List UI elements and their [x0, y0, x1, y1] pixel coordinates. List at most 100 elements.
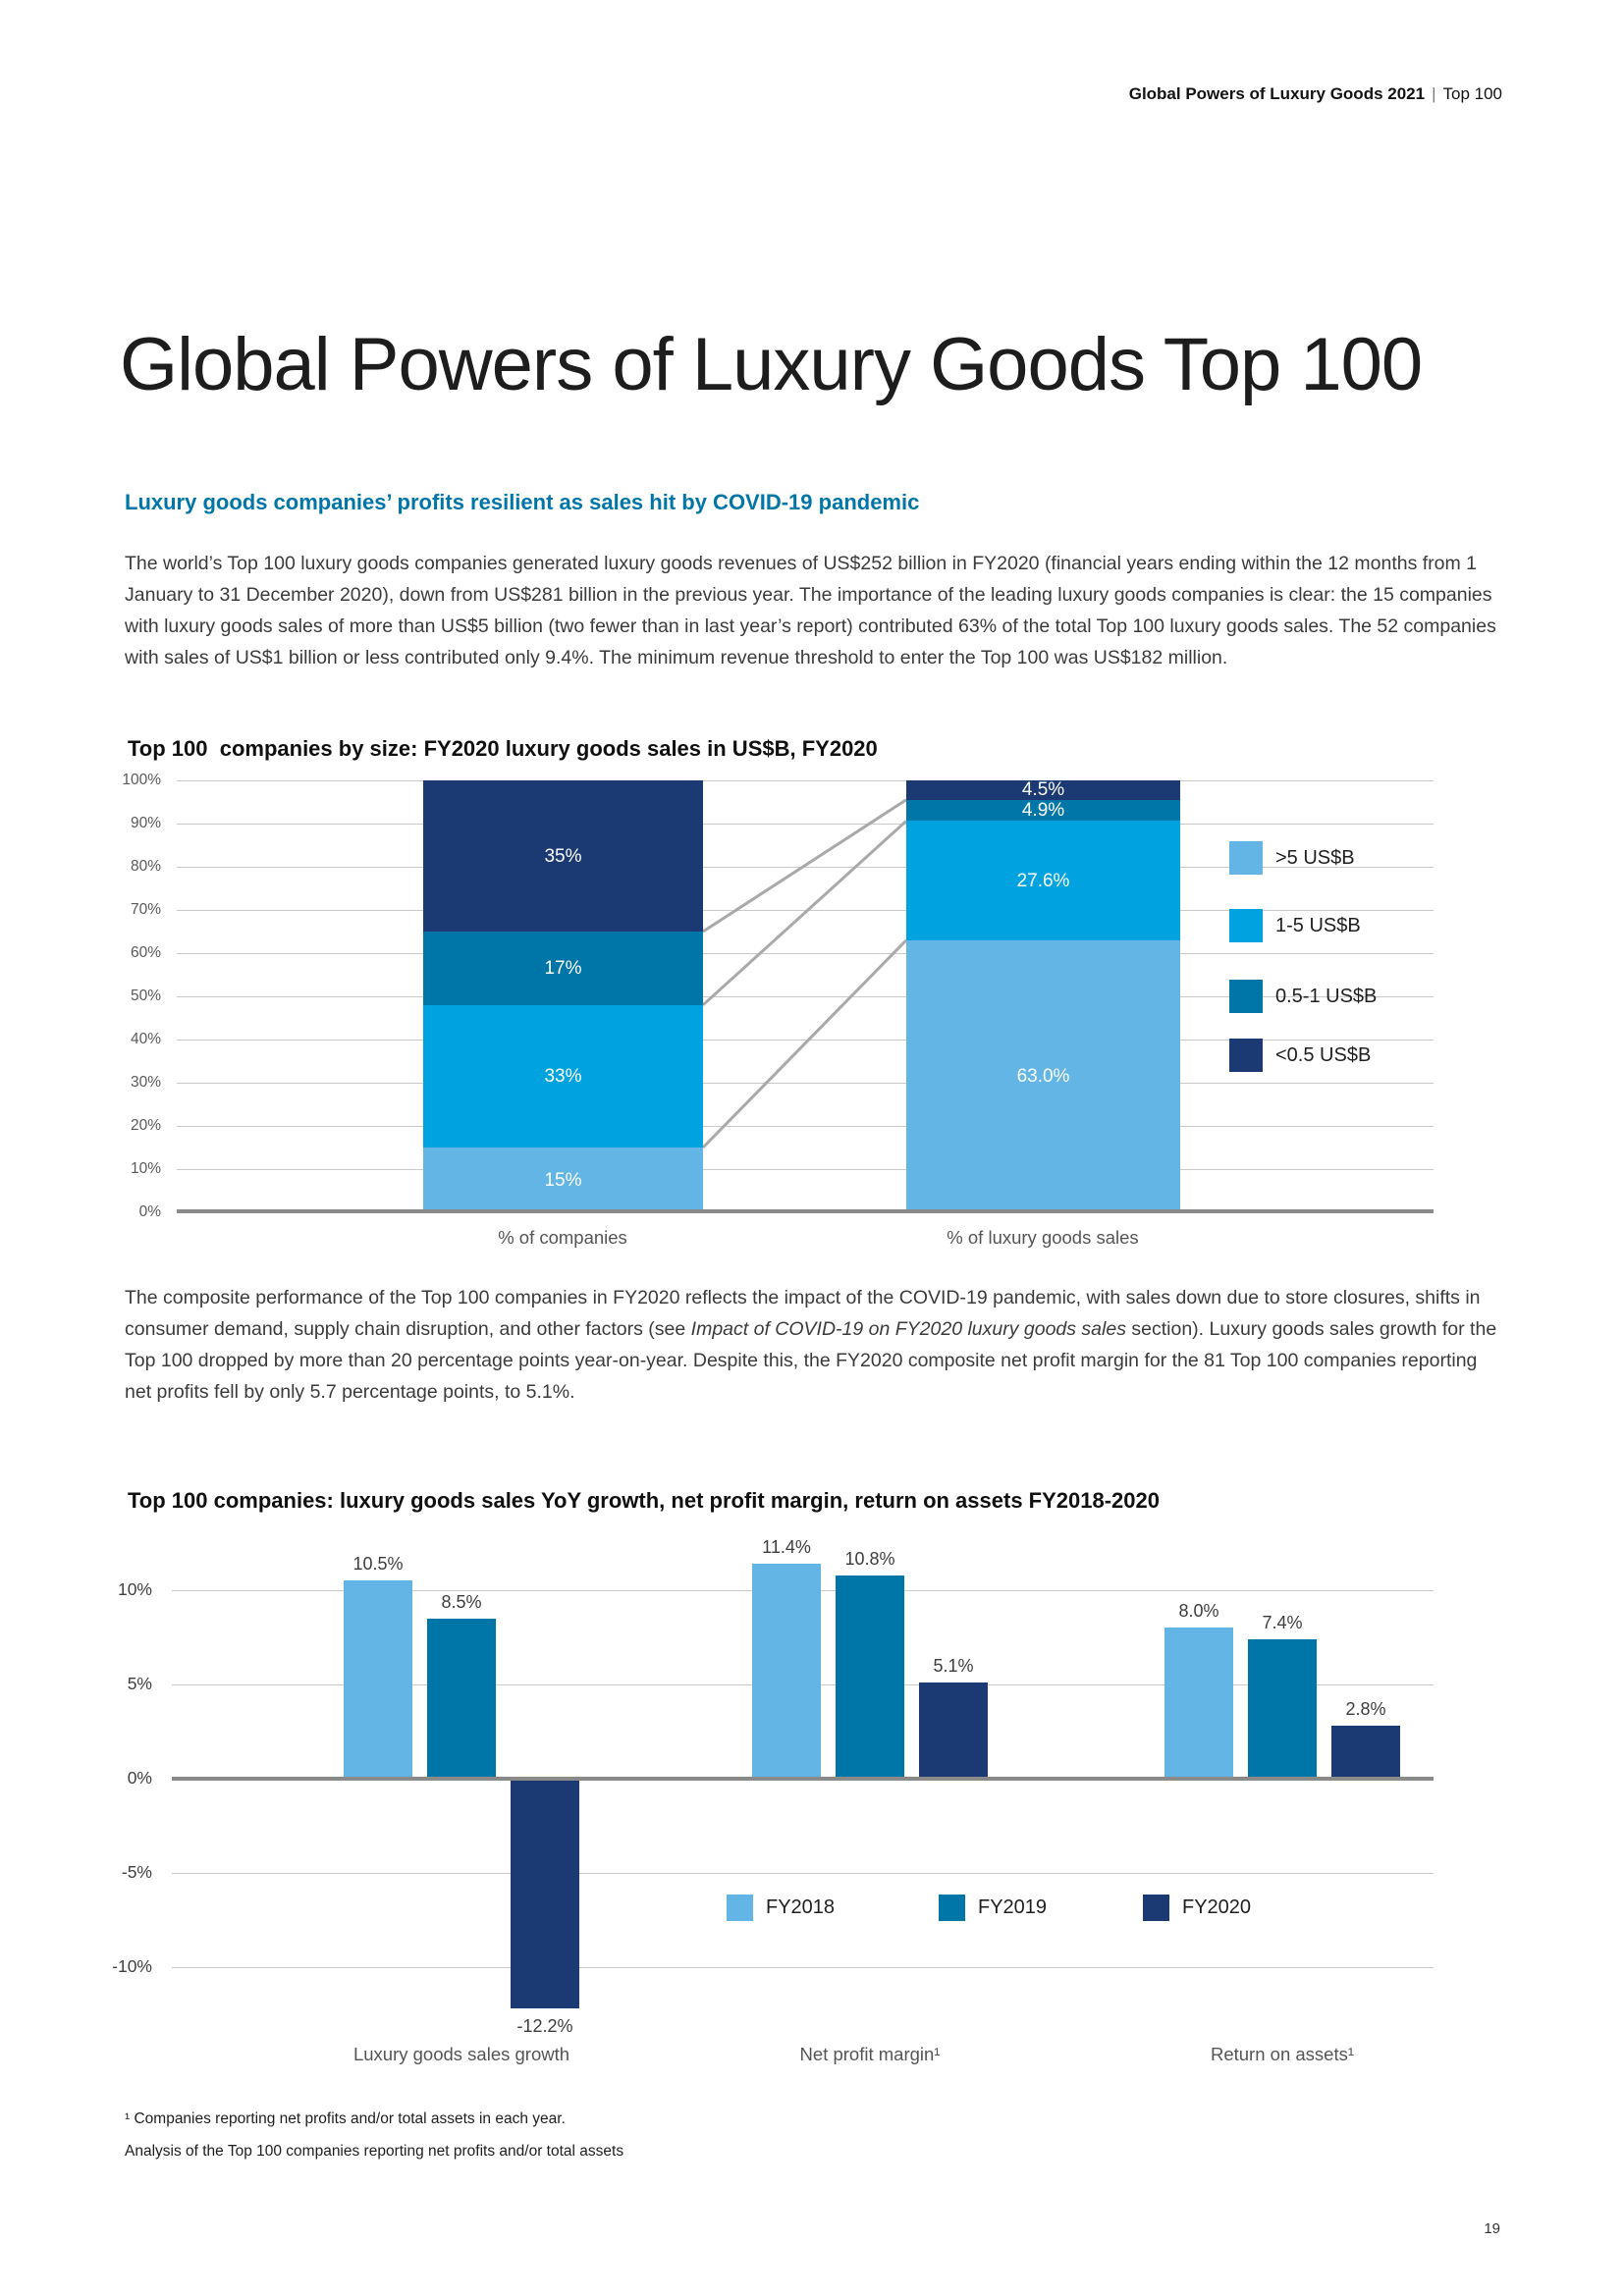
segment-value-label: 27.6% — [1016, 870, 1070, 891]
stacked-bar-chart: 0% 10% 20% 30% 40% 50% 60% 70% 80% 90% 100% 15% 33% 1… — [122, 772, 1434, 1248]
bar-segment: 33% — [423, 1004, 703, 1148]
bar-value-label: 8.0% — [1178, 1601, 1219, 1622]
y-tick-label: 0% — [138, 1203, 161, 1220]
y-tick-label: 60% — [130, 944, 161, 961]
bar-value-label: 10.8% — [844, 1548, 895, 1569]
y-tick-label: -5% — [121, 1862, 152, 1882]
bar-segment: 15% — [423, 1148, 703, 1212]
y-tick-label: 5% — [127, 1674, 152, 1693]
bar-segment: 27.6% — [906, 821, 1180, 940]
bar — [1331, 1726, 1400, 1779]
legend-label: FY2018 — [766, 1896, 836, 1918]
segment-value-label: 15% — [544, 1169, 582, 1191]
bar-segment: 17% — [423, 932, 703, 1005]
bar — [427, 1618, 496, 1779]
bar-segment: 4.9% — [906, 799, 1180, 822]
bar-segment: 35% — [423, 780, 703, 932]
gridline — [172, 1967, 1434, 1968]
x-axis-baseline — [172, 1777, 1434, 1781]
gridline — [177, 780, 1434, 781]
bar — [344, 1580, 412, 1779]
intro-paragraph: The world’s Top 100 luxury goods compani… — [125, 553, 1496, 668]
x-axis-label: Luxury goods sales growth — [352, 2044, 570, 2064]
segment-value-label: 4.5% — [1021, 779, 1065, 801]
bar — [752, 1564, 821, 1779]
y-tick-label: -10% — [112, 1956, 152, 1976]
page-number: 19 — [1484, 2220, 1500, 2237]
footnote-2: Analysis of the Top 100 companies report… — [125, 2143, 624, 2160]
bar-value-label: 7.4% — [1262, 1612, 1303, 1632]
bar — [1164, 1628, 1233, 1779]
y-tick-label: 40% — [130, 1031, 161, 1047]
legend-swatch — [1229, 1039, 1263, 1072]
legend-label: >5 US$B — [1275, 846, 1355, 869]
y-tick-label: 80% — [130, 858, 161, 875]
x-axis-label: Net profit margin¹ — [799, 2044, 941, 2064]
legend-swatch — [1143, 1895, 1169, 1921]
legend-item: FY2019 — [939, 1895, 1047, 1921]
gridline — [177, 824, 1434, 825]
segment-value-label: 63.0% — [1016, 1065, 1070, 1087]
y-tick-label: 50% — [130, 988, 161, 1004]
header-section: Top 100 — [1442, 84, 1503, 103]
header-report-title: Global Powers of Luxury Goods 2021 — [1128, 84, 1426, 103]
legend-label: FY2019 — [978, 1896, 1048, 1918]
x-axis-label: % of companies — [498, 1227, 627, 1248]
bar-value-label: 10.5% — [352, 1554, 404, 1575]
gridline — [177, 1083, 1434, 1084]
y-tick-label: 0% — [127, 1768, 152, 1788]
page-title: Global Powers of Luxury Goods Top 100 — [120, 323, 1423, 406]
segment-value-label: 33% — [544, 1065, 582, 1087]
segment-value-label: 17% — [544, 957, 582, 979]
legend-label: FY2020 — [1182, 1896, 1252, 1918]
bar-segment: 63.0% — [906, 939, 1180, 1212]
gridline — [172, 1873, 1434, 1874]
y-tick-label: 30% — [130, 1074, 161, 1091]
header-separator: | — [1432, 84, 1436, 103]
x-axis-label: % of luxury goods sales — [947, 1227, 1139, 1248]
y-tick-label: 100% — [122, 772, 161, 788]
legend-item: 0.5-1 US$B — [1229, 980, 1377, 1013]
analysis-paragraph-part2: section). Luxury goods sales growth for … — [125, 1318, 1497, 1403]
gridline — [177, 953, 1434, 954]
grouped-bar-chart: 10% 5% 0% -5% -10% 10.5% 11.4% 8.0% 8.5% 10.8% 7.4… — [112, 1537, 1434, 2064]
legend-swatch — [727, 1895, 753, 1921]
legend-swatch — [1229, 909, 1263, 942]
bar-value-label: -12.2% — [516, 2016, 573, 2037]
legend-item: <0.5 US$B — [1229, 1039, 1371, 1072]
bar-value-label: 5.1% — [933, 1656, 974, 1677]
footnote-1: ¹ Companies reporting net profits and/or… — [125, 2110, 566, 2127]
y-tick-label: 10% — [130, 1160, 161, 1177]
x-axis-label: Return on assets¹ — [1210, 2044, 1354, 2064]
legend-item: FY2018 — [727, 1895, 835, 1921]
legend-swatch — [1229, 841, 1263, 875]
bar-value-label: 8.5% — [441, 1591, 482, 1612]
y-tick-label: 10% — [117, 1579, 152, 1599]
legend-item: FY2020 — [1143, 1895, 1251, 1921]
chart1-title: Top 100 companies by size: FY2020 luxury… — [128, 736, 878, 761]
gridline — [177, 1169, 1434, 1170]
bar — [919, 1682, 988, 1779]
page-header: Global Powers of Luxury Goods 2021 | Top 1… — [1129, 84, 1502, 104]
legend-label: <0.5 US$B — [1275, 1043, 1372, 1066]
y-tick-label: 70% — [130, 901, 161, 918]
bar-value-label: 2.8% — [1345, 1699, 1386, 1720]
legend-swatch — [1229, 980, 1263, 1013]
legend-label: 1-5 US$B — [1275, 914, 1361, 936]
segment-value-label: 35% — [544, 845, 582, 867]
y-tick-label: 90% — [130, 815, 161, 831]
bar — [836, 1575, 904, 1779]
legend-item: >5 US$B — [1229, 841, 1355, 875]
x-axis-baseline — [177, 1209, 1434, 1213]
analysis-paragraph: The composite performance of the Top 100… — [125, 1282, 1505, 1408]
legend-item: 1-5 US$B — [1229, 909, 1361, 942]
legend-label: 0.5-1 US$B — [1275, 985, 1378, 1007]
section-subtitle: Luxury goods companies’ profits resilien… — [125, 490, 920, 514]
analysis-paragraph-part1: The composite performance of the Top 100… — [125, 1287, 1481, 1340]
y-tick-label: 20% — [130, 1117, 161, 1134]
bar-value-label: 11.4% — [762, 1537, 811, 1558]
gridline — [177, 1126, 1434, 1127]
legend-swatch — [939, 1895, 965, 1921]
bar — [511, 1779, 579, 2009]
